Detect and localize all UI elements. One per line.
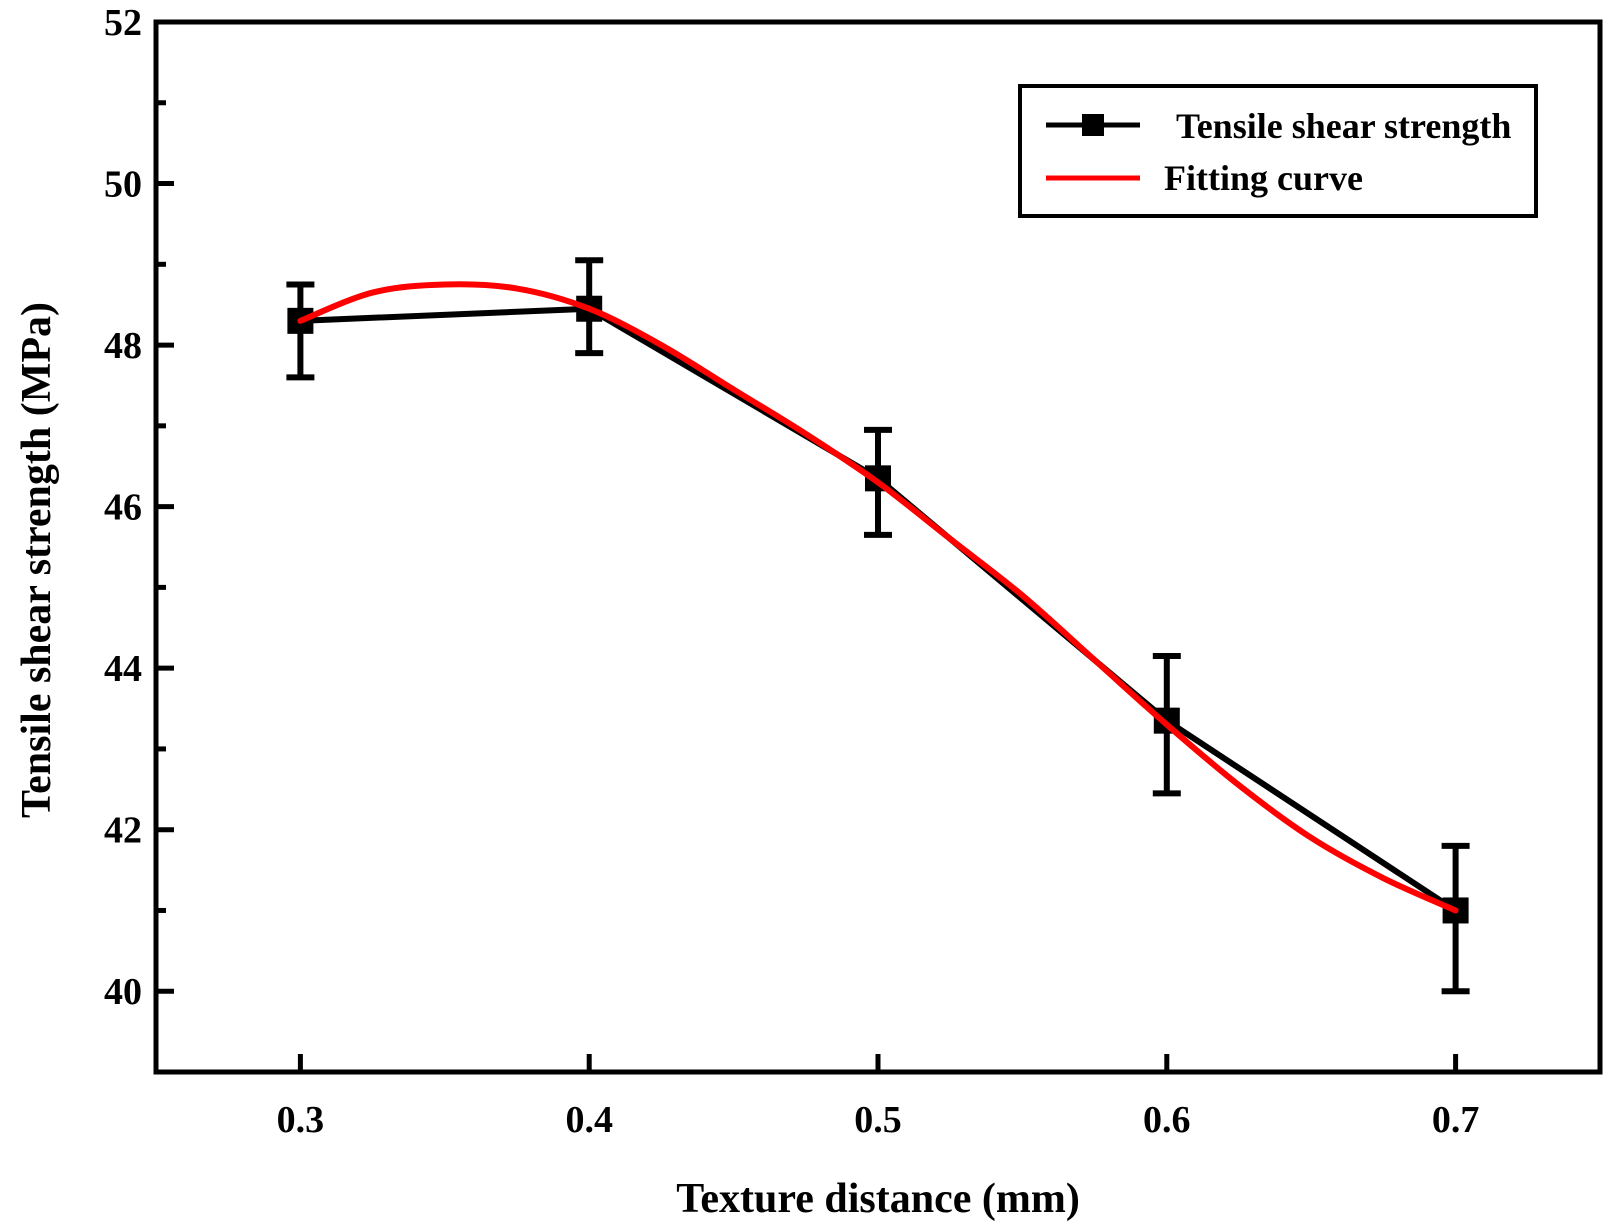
y-tick-label: 50 [104,164,142,206]
x-tick-label: 0.7 [1432,1099,1480,1141]
series-line-fitting-curve [297,281,1459,914]
legend-label-fitting-curve: Fitting curve [1164,158,1363,198]
x-tick-label: 0.4 [565,1099,613,1141]
x-axis-ticks: 0.3 0.4 0.5 0.6 0.7 [277,1054,1480,1141]
y-axis-title: Tensile shear strength (MPa) [14,302,60,818]
y-tick-label: 48 [104,325,142,367]
y-tick-label: 52 [104,2,142,44]
y-tick-label: 42 [104,810,142,852]
legend-label-tensile-shear-strength: Tensile shear strength [1176,106,1511,146]
legend: Tensile shear strength Fitting curve [1018,84,1538,218]
x-tick-label: 0.6 [1143,1099,1191,1141]
legend-box [1018,84,1538,218]
y-tick-label: 40 [104,971,142,1013]
x-axis-title: Texture distance (mm) [676,1176,1080,1222]
legend-marker-tensile-shear-strength [1082,114,1104,136]
y-tick-label: 44 [104,648,142,690]
y-tick-label: 46 [104,487,142,529]
series-layer [286,257,1470,995]
y-axis-ticks: 40 42 44 46 48 50 52 [104,2,174,1013]
x-tick-label: 0.5 [854,1099,902,1141]
x-tick-label: 0.3 [277,1099,325,1141]
